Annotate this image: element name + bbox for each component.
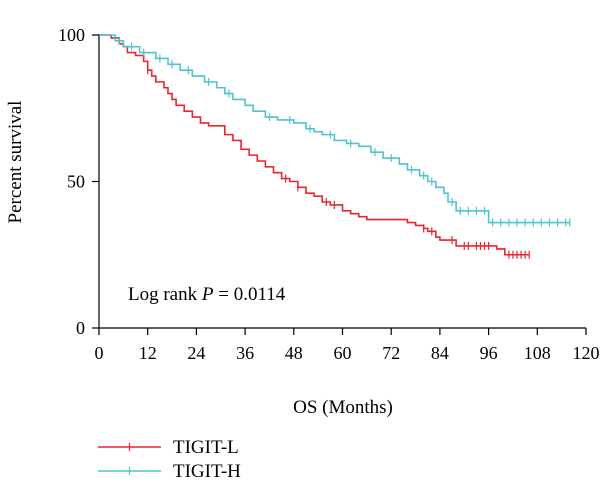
x-tick-label: 0 <box>95 343 104 363</box>
axes: 0 12 24 36 48 60 72 84 96 108 120 0 50 100 <box>58 25 600 363</box>
x-tick-label: 84 <box>431 343 449 363</box>
series-line-tigit-h <box>99 34 570 224</box>
legend-label-tigit-h: TIGIT-H <box>173 461 241 482</box>
y-tick-label: 100 <box>58 25 85 45</box>
x-axis-label: OS (Months) <box>293 397 393 418</box>
y-tick-label: 50 <box>67 172 85 192</box>
legend-label-tigit-l: TIGIT-L <box>173 437 239 458</box>
series-line-tigit-l <box>99 34 530 256</box>
series-layer <box>99 34 571 259</box>
x-tick-label: 72 <box>382 343 400 363</box>
log-rank-annotation: Log rank P = 0.0114 <box>128 284 286 305</box>
y-tick-label: 0 <box>76 318 85 338</box>
x-tick-label: 36 <box>236 343 254 363</box>
annotation-value: = 0.0114 <box>213 284 285 305</box>
x-tick-label: 60 <box>334 343 352 363</box>
x-tick-label: 120 <box>573 343 600 363</box>
x-tick-label: 96 <box>480 343 498 363</box>
x-tick-label: 24 <box>187 343 205 363</box>
legend: TIGIT-L TIGIT-H <box>98 437 241 482</box>
annotation-p-symbol: P <box>201 284 214 305</box>
x-tick-label: 12 <box>139 343 157 363</box>
y-axis-label: Percent survival <box>5 101 26 224</box>
x-tick-label: 48 <box>285 343 303 363</box>
x-tick-label: 108 <box>524 343 551 363</box>
annotation-prefix: Log rank <box>128 284 202 305</box>
